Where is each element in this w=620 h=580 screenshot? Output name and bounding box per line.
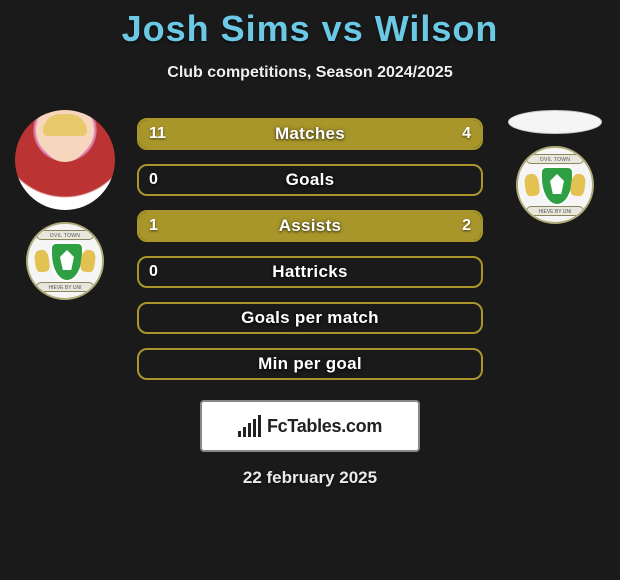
page-title: Josh Sims vs Wilson xyxy=(0,0,620,50)
site-badge[interactable]: FcTables.com xyxy=(200,400,420,452)
left-player-crest: OVIL TOWN HIEVE BY UNI xyxy=(26,222,104,300)
stat-bar: 114Matches xyxy=(137,118,483,150)
stat-bar: Goals per match xyxy=(137,302,483,334)
logo-bar-icon xyxy=(258,415,261,437)
crest-shield-icon xyxy=(50,242,84,282)
logo-bar-icon xyxy=(243,427,246,437)
right-player-column: OVIL TOWN HIEVE BY UNI xyxy=(500,110,610,224)
stat-bar: 0Goals xyxy=(137,164,483,196)
logo-bar-icon xyxy=(248,423,251,437)
stat-bars: 114Matches 0Goals 12Assists 0Hattricks Goals… xyxy=(137,110,483,380)
stat-label: Hattricks xyxy=(139,258,481,286)
crest-lion-icon xyxy=(524,173,541,197)
left-player-photo xyxy=(15,110,115,210)
crest-lion-icon xyxy=(34,249,51,273)
bar-chart-icon xyxy=(238,415,261,437)
logo-bar-icon xyxy=(253,419,256,437)
crest-banner-bot: HIEVE BY UNI xyxy=(526,206,584,216)
stat-label: Assists xyxy=(139,212,481,240)
stat-bar: Min per goal xyxy=(137,348,483,380)
crest-banner-bot: HIEVE BY UNI xyxy=(36,282,94,292)
stat-bar: 0Hattricks xyxy=(137,256,483,288)
right-player-photo-placeholder xyxy=(508,110,602,134)
crest-lion-icon xyxy=(570,173,587,197)
stat-label: Min per goal xyxy=(139,350,481,378)
left-player-column: OVIL TOWN HIEVE BY UNI xyxy=(10,110,120,300)
footer-date: 22 february 2025 xyxy=(0,468,620,488)
stat-bar: 12Assists xyxy=(137,210,483,242)
stat-label: Matches xyxy=(139,120,481,148)
crest-lion-icon xyxy=(80,249,97,273)
right-player-crest: OVIL TOWN HIEVE BY UNI xyxy=(516,146,594,224)
comparison-main: OVIL TOWN HIEVE BY UNI OVIL TOWN HIEVE B… xyxy=(0,110,620,380)
crest-banner-top: OVIL TOWN xyxy=(36,230,94,240)
crest-banner-top: OVIL TOWN xyxy=(526,154,584,164)
logo-bar-icon xyxy=(238,431,241,437)
site-name: FcTables.com xyxy=(267,416,382,437)
crest-shield-icon xyxy=(540,166,574,206)
subtitle: Club competitions, Season 2024/2025 xyxy=(0,64,620,82)
stat-label: Goals xyxy=(139,166,481,194)
stat-label: Goals per match xyxy=(139,304,481,332)
